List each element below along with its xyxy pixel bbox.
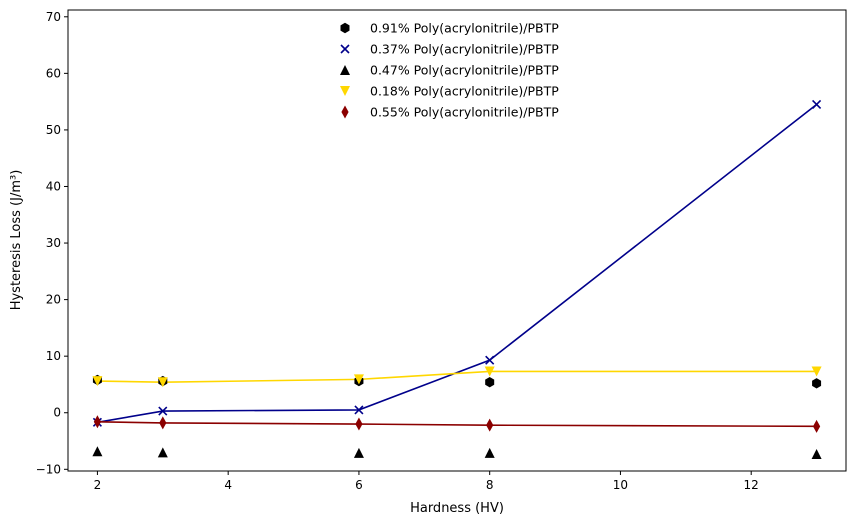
x-tick-label: 12: [744, 478, 759, 492]
y-tick-label: 30: [46, 236, 61, 250]
point-s0-4: [812, 378, 822, 389]
legend-label-0: 0.91% Poly(acrylonitrile)/PBTP: [370, 21, 559, 36]
y-tick-label: 70: [46, 10, 61, 24]
x-axis-ticks: 2 4 6 8 10 12: [94, 471, 759, 492]
legend: 0.91% Poly(acrylonitrile)/PBTP 0.37% Poly…: [340, 21, 559, 120]
point-s3-4: [811, 366, 822, 377]
x-axis-label: Hardness (HV): [410, 501, 504, 516]
legend-marker-2: [340, 65, 350, 75]
point-s3-0: [92, 376, 103, 387]
point-s2-4: [811, 449, 822, 460]
point-s4-4: [812, 419, 821, 433]
point-s1-4: [812, 99, 822, 110]
y-tick-label: 40: [46, 179, 61, 193]
x-tick-label: 6: [355, 478, 363, 492]
x-tick-label: 4: [224, 478, 232, 492]
y-tick-label: −10: [36, 462, 61, 476]
y-tick-label: 20: [46, 293, 61, 307]
point-s4-0: [93, 415, 102, 429]
y-tick-label: 10: [46, 349, 61, 363]
point-s4-2: [355, 417, 363, 431]
point-s2-1: [157, 447, 168, 458]
point-s1-3: [485, 355, 495, 365]
point-s4-3: [486, 418, 494, 432]
point-s0-3: [485, 376, 495, 388]
legend-marker-1: [340, 44, 350, 54]
y-axis-label: Hysteresis Loss (J/m³): [9, 170, 24, 311]
point-s3-1: [157, 377, 168, 388]
point-s3-3: [484, 366, 495, 377]
point-s2-3: [484, 447, 495, 458]
legend-marker-4: [341, 105, 349, 119]
point-s2-0: [92, 446, 103, 457]
point-s1-2: [354, 405, 364, 415]
y-tick-label: 0: [53, 406, 61, 420]
legend-label-2: 0.47% Poly(acrylonitrile)/PBTP: [370, 63, 559, 78]
x-tick-label: 10: [613, 478, 628, 492]
x-tick-label: 2: [94, 478, 102, 492]
point-s3-2: [353, 374, 364, 385]
data-points: [92, 99, 822, 460]
y-tick-label: 60: [46, 66, 61, 80]
legend-marker-0: [340, 22, 350, 34]
legend-label-3: 0.18% Poly(acrylonitrile)/PBTP: [370, 84, 559, 99]
legend-label-4: 0.55% Poly(acrylonitrile)/PBTP: [370, 105, 559, 120]
legend-marker-3: [340, 86, 350, 96]
y-axis-ticks: −10 0 10 20 30 40 50 60 70: [36, 10, 68, 476]
point-s4-1: [159, 416, 167, 430]
point-s1-1: [158, 406, 168, 416]
plot-area: [67, 9, 847, 472]
x-tick-label: 8: [486, 478, 494, 492]
point-s2-2: [353, 447, 364, 458]
y-tick-label: 50: [46, 123, 61, 137]
legend-label-1: 0.37% Poly(acrylonitrile)/PBTP: [370, 42, 559, 57]
